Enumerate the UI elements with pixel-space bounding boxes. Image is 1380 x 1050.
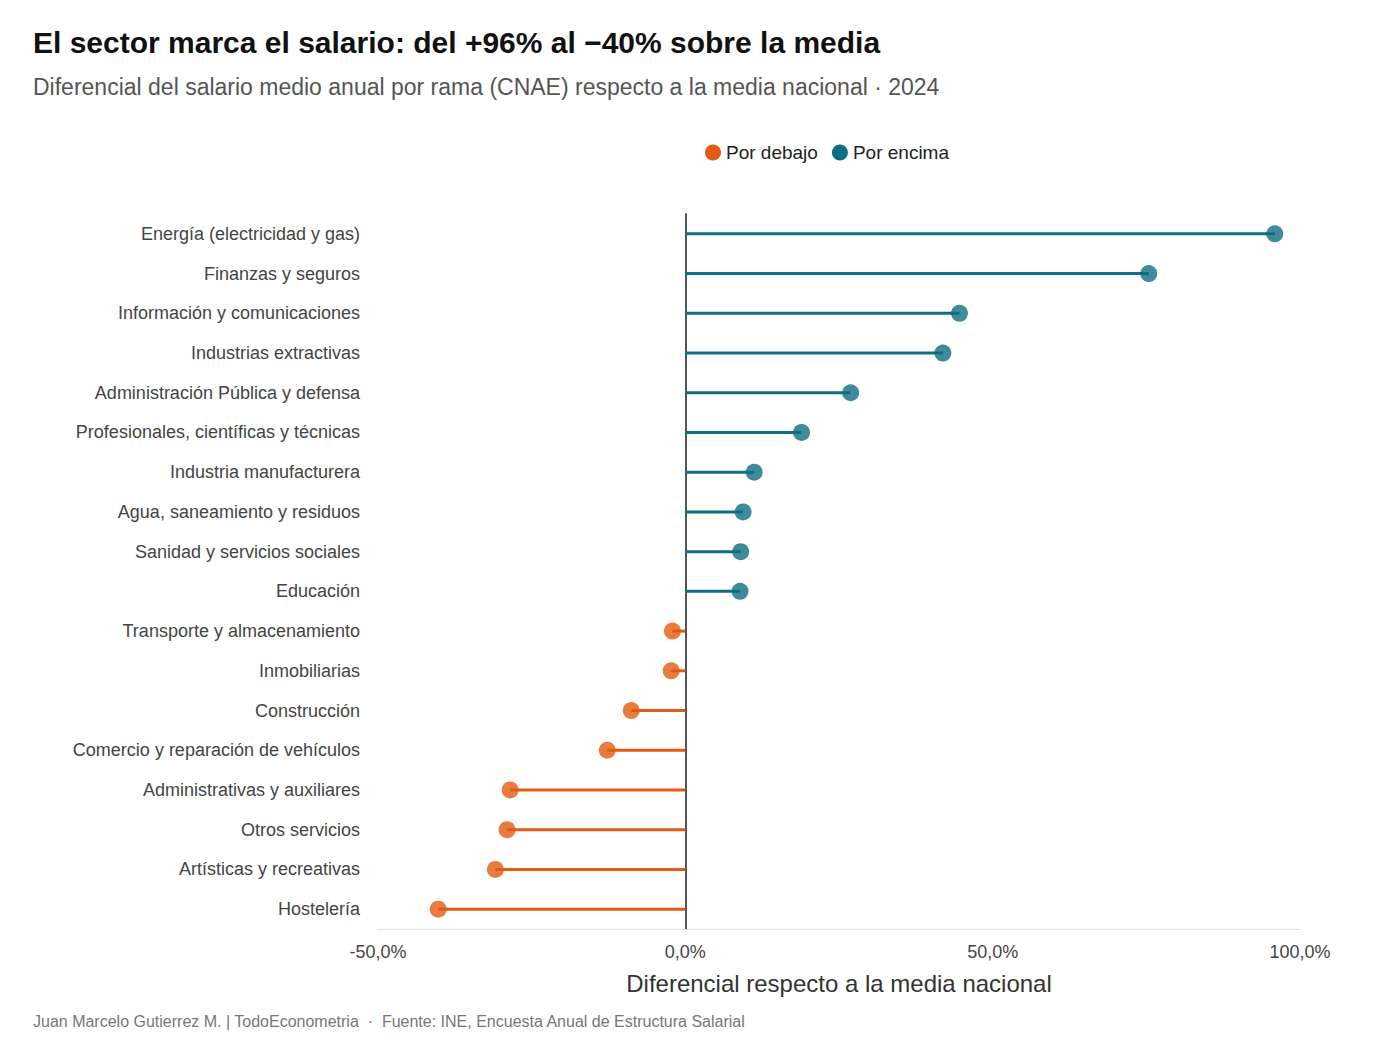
svg-text:Otros servicios: Otros servicios [241, 820, 360, 840]
svg-text:Por encima: Por encima [853, 142, 950, 163]
svg-text:0,0%: 0,0% [665, 942, 706, 962]
svg-text:Sanidad y servicios sociales: Sanidad y servicios sociales [135, 542, 360, 562]
svg-text:Industria manufacturera: Industria manufacturera [170, 462, 361, 482]
svg-text:Administrativas y auxiliares: Administrativas y auxiliares [143, 780, 360, 800]
svg-text:Artísticas y recreativas: Artísticas y recreativas [179, 859, 360, 879]
svg-text:Industrias extractivas: Industrias extractivas [191, 343, 360, 363]
svg-text:Juan Marcelo Gutierrez M. | To: Juan Marcelo Gutierrez M. | TodoEconomet… [33, 1013, 745, 1030]
svg-text:Por debajo: Por debajo [726, 142, 818, 163]
svg-text:Energía (electricidad y gas): Energía (electricidad y gas) [141, 224, 360, 244]
svg-text:Finanzas y seguros: Finanzas y seguros [204, 264, 360, 284]
svg-text:Diferencial del salario medio: Diferencial del salario medio anual por … [33, 74, 940, 100]
svg-text:Educación: Educación [276, 581, 360, 601]
svg-text:Transporte y almacenamiento: Transporte y almacenamiento [123, 621, 360, 641]
svg-text:-50,0%: -50,0% [349, 942, 406, 962]
svg-text:Diferencial respecto a la medi: Diferencial respecto a la media nacional [626, 970, 1052, 997]
svg-text:Administración Pública y defen: Administración Pública y defensa [95, 383, 361, 403]
svg-text:Agua, saneamiento y residuos: Agua, saneamiento y residuos [118, 502, 360, 522]
svg-text:Construcción: Construcción [255, 701, 360, 721]
svg-text:Profesionales, científicas y t: Profesionales, científicas y técnicas [76, 422, 360, 442]
svg-text:100,0%: 100,0% [1269, 942, 1330, 962]
svg-text:El sector marca el salario: de: El sector marca el salario: del +96% al … [33, 26, 880, 59]
svg-text:Información y comunicaciones: Información y comunicaciones [118, 303, 360, 323]
svg-text:50,0%: 50,0% [967, 942, 1018, 962]
svg-text:Hostelería: Hostelería [278, 899, 361, 919]
svg-text:Comercio y reparación de vehíc: Comercio y reparación de vehículos [73, 740, 360, 760]
svg-text:Inmobiliarias: Inmobiliarias [259, 661, 360, 681]
